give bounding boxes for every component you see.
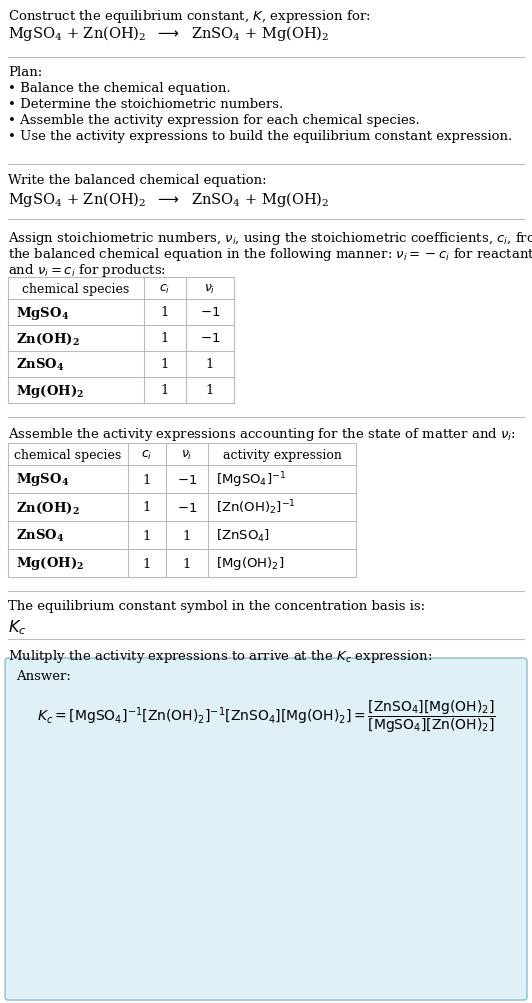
Text: $c_i$: $c_i$: [142, 448, 153, 461]
Text: $-1$: $-1$: [200, 332, 220, 345]
Text: 1: 1: [143, 502, 151, 514]
Text: • Determine the stoichiometric numbers.: • Determine the stoichiometric numbers.: [8, 98, 283, 111]
Text: $-1$: $-1$: [177, 502, 197, 514]
Text: $\nu_i$: $\nu_i$: [181, 448, 193, 461]
Text: Assemble the activity expressions accounting for the state of matter and $\nu_i$: Assemble the activity expressions accoun…: [8, 425, 516, 442]
Text: $\mathregular{MgSO_4}$ + $\mathregular{Zn(OH)_2}$  $\longrightarrow$  $\mathregu: $\mathregular{MgSO_4}$ + $\mathregular{Z…: [8, 190, 329, 209]
FancyBboxPatch shape: [5, 658, 527, 1000]
Text: 1: 1: [183, 529, 191, 542]
Text: $[\mathrm{Zn(OH)_2}]^{-1}$: $[\mathrm{Zn(OH)_2}]^{-1}$: [216, 498, 296, 517]
Text: $[\mathrm{MgSO_4}]^{-1}$: $[\mathrm{MgSO_4}]^{-1}$: [216, 469, 286, 489]
Text: 1: 1: [161, 384, 169, 397]
Text: $\mathregular{Zn(OH)_2}$: $\mathregular{Zn(OH)_2}$: [16, 499, 80, 516]
Bar: [8, 278, 234, 403]
Text: Construct the equilibrium constant, $K$, expression for:: Construct the equilibrium constant, $K$,…: [8, 8, 371, 25]
Text: 1: 1: [161, 358, 169, 371]
Text: $c_i$: $c_i$: [160, 282, 171, 295]
Text: $\mathregular{Mg(OH)_2}$: $\mathregular{Mg(OH)_2}$: [16, 555, 84, 572]
Text: chemical species: chemical species: [22, 282, 130, 295]
Text: 1: 1: [161, 332, 169, 345]
Text: Mulitply the activity expressions to arrive at the $K_c$ expression:: Mulitply the activity expressions to arr…: [8, 647, 432, 664]
Text: $[\mathrm{Mg(OH)_2}]$: $[\mathrm{Mg(OH)_2}]$: [216, 555, 284, 572]
Text: $K_c$: $K_c$: [8, 618, 27, 636]
Text: $\mathregular{Mg(OH)_2}$: $\mathregular{Mg(OH)_2}$: [16, 382, 84, 399]
Text: Write the balanced chemical equation:: Write the balanced chemical equation:: [8, 174, 267, 187]
Text: • Balance the chemical equation.: • Balance the chemical equation.: [8, 82, 231, 95]
Text: $K_c = [\mathrm{MgSO_4}]^{-1} [\mathrm{Zn(OH)_2}]^{-1}[\mathrm{ZnSO_4}][\mathrm{: $K_c = [\mathrm{MgSO_4}]^{-1} [\mathrm{Z…: [37, 698, 495, 734]
Text: 1: 1: [206, 358, 214, 371]
Text: 1: 1: [183, 557, 191, 570]
Text: $\mathregular{MgSO_4}$: $\mathregular{MgSO_4}$: [16, 304, 69, 321]
Text: 1: 1: [143, 557, 151, 570]
Text: $\mathregular{Zn(OH)_2}$: $\mathregular{Zn(OH)_2}$: [16, 331, 80, 346]
Text: 1: 1: [161, 306, 169, 319]
Text: Answer:: Answer:: [16, 669, 71, 682]
Text: $-1$: $-1$: [177, 473, 197, 486]
Text: chemical species: chemical species: [14, 448, 122, 461]
Text: $\nu_i$: $\nu_i$: [204, 282, 215, 295]
Bar: [8, 443, 356, 578]
Text: • Use the activity expressions to build the equilibrium constant expression.: • Use the activity expressions to build …: [8, 129, 512, 142]
Text: $\mathregular{MgSO_4}$ + $\mathregular{Zn(OH)_2}$  $\longrightarrow$  $\mathregu: $\mathregular{MgSO_4}$ + $\mathregular{Z…: [8, 24, 329, 43]
Text: Assign stoichiometric numbers, $\nu_i$, using the stoichiometric coefficients, $: Assign stoichiometric numbers, $\nu_i$, …: [8, 230, 532, 247]
Text: 1: 1: [206, 384, 214, 397]
Text: $-1$: $-1$: [200, 306, 220, 319]
Text: and $\nu_i = c_i$ for products:: and $\nu_i = c_i$ for products:: [8, 262, 166, 279]
Text: 1: 1: [143, 529, 151, 542]
Text: 1: 1: [143, 473, 151, 486]
Text: $\mathregular{ZnSO_4}$: $\mathregular{ZnSO_4}$: [16, 357, 65, 373]
Text: $\mathregular{ZnSO_4}$: $\mathregular{ZnSO_4}$: [16, 528, 65, 544]
Text: $\mathregular{MgSO_4}$: $\mathregular{MgSO_4}$: [16, 471, 69, 488]
Text: activity expression: activity expression: [222, 448, 342, 461]
Text: Plan:: Plan:: [8, 66, 42, 79]
Text: The equilibrium constant symbol in the concentration basis is:: The equilibrium constant symbol in the c…: [8, 600, 425, 613]
Text: • Assemble the activity expression for each chemical species.: • Assemble the activity expression for e…: [8, 114, 420, 126]
Text: $[\mathrm{ZnSO_4}]$: $[\mathrm{ZnSO_4}]$: [216, 528, 270, 544]
Text: the balanced chemical equation in the following manner: $\nu_i = -c_i$ for react: the balanced chemical equation in the fo…: [8, 246, 532, 263]
